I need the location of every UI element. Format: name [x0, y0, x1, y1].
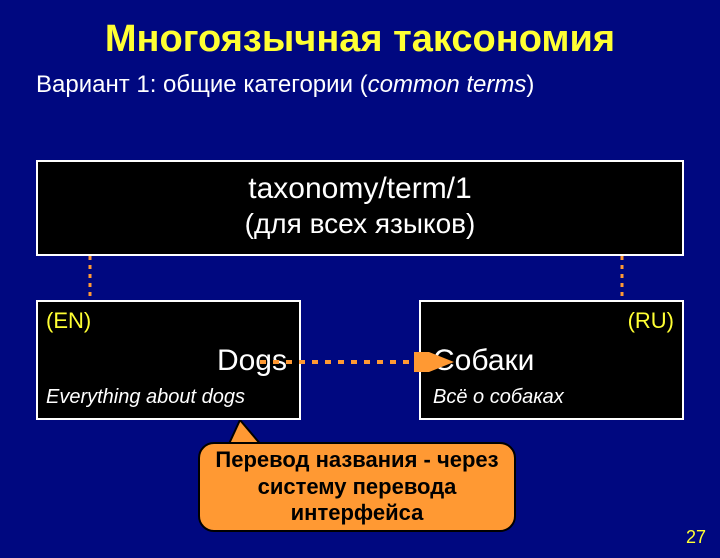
taxonomy-box: taxonomy/term/1 (для всех языков) — [36, 160, 684, 256]
ru-box: (RU) Собаки Всё о собаках — [419, 300, 684, 420]
slide-subtitle: Вариант 1: общие категории (common terms… — [36, 71, 720, 99]
slide-title: Многоязычная таксономия — [0, 18, 720, 61]
en-desc: Everything about dogs — [46, 386, 245, 409]
ru-tag: (RU) — [628, 308, 674, 334]
subtitle-italic: common terms — [368, 71, 527, 98]
page-number: 27 — [686, 527, 706, 548]
taxonomy-path: taxonomy/term/1 — [38, 172, 682, 206]
en-box: (EN) Dogs Everything about dogs — [36, 300, 301, 420]
subtitle-close: ) — [526, 71, 534, 98]
taxonomy-note: (для всех языков) — [38, 208, 682, 240]
ru-term: Собаки — [433, 344, 534, 378]
connector-top-to-ru — [620, 256, 624, 300]
translation-callout: Перевод названия - через систему перевод… — [198, 442, 516, 532]
en-tag: (EN) — [46, 308, 91, 334]
en-term: Dogs — [217, 344, 287, 378]
ru-desc: Всё о собаках — [433, 386, 564, 409]
connector-top-to-en — [88, 256, 92, 300]
subtitle-plain: Вариант 1: общие категории ( — [36, 71, 368, 98]
